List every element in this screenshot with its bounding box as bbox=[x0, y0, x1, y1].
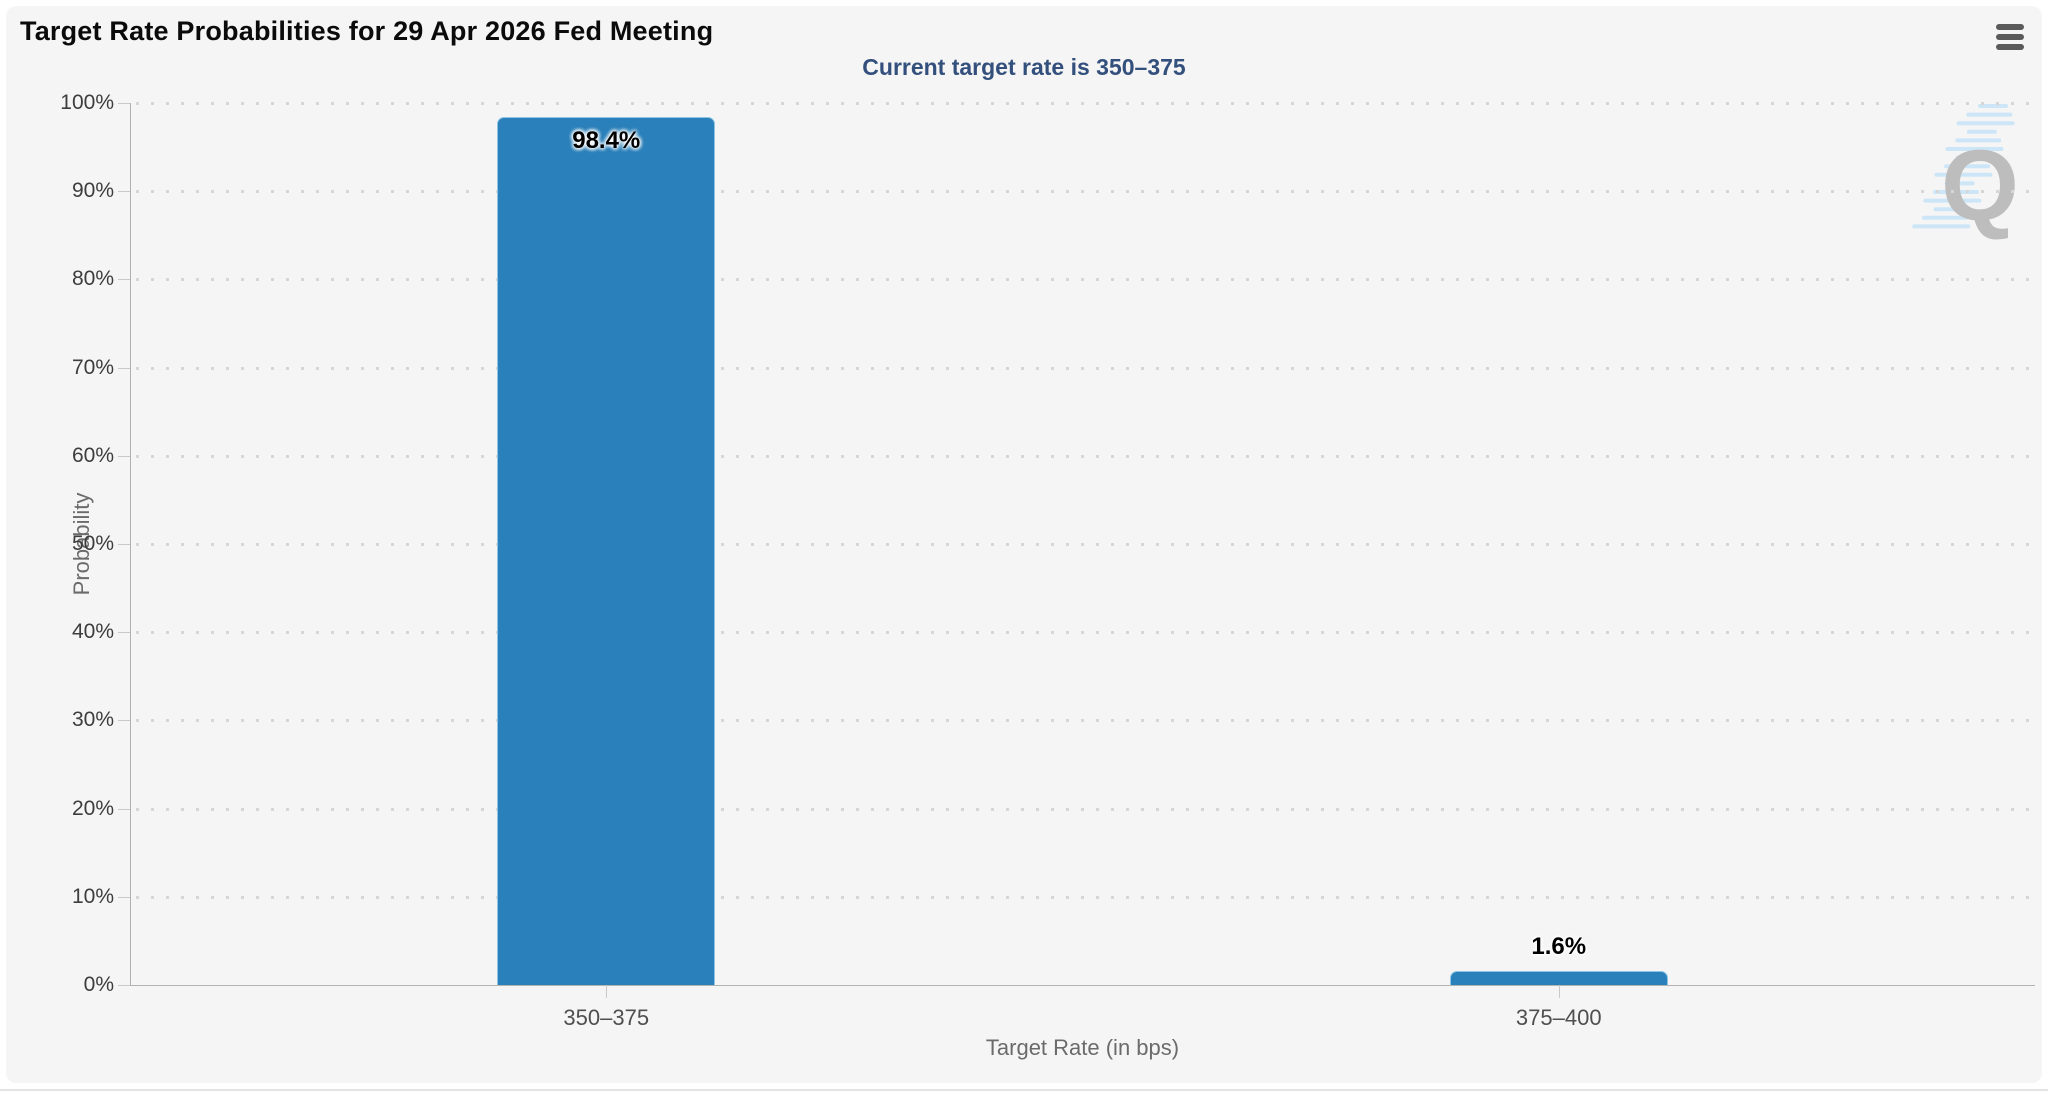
y-axis-line bbox=[130, 103, 131, 985]
hamburger-bar bbox=[1996, 44, 2024, 50]
gridline bbox=[136, 895, 2035, 899]
hamburger-bar bbox=[1996, 34, 2024, 40]
hamburger-bar bbox=[1996, 24, 2024, 30]
y-axis-tick bbox=[118, 808, 130, 810]
x-tick-label: 350–375 bbox=[563, 1005, 650, 1030]
y-tick-label: 10% bbox=[71, 884, 114, 908]
x-tick-label: 375–400 bbox=[1515, 1005, 1602, 1030]
gridline bbox=[136, 366, 2035, 370]
y-tick-label: 50% bbox=[71, 532, 114, 555]
plot-area: Probability Target Rate (in bps) 0% 10% 20… bbox=[60, 91, 2035, 1060]
gridline bbox=[136, 631, 2035, 635]
y-axis-tick bbox=[118, 367, 130, 369]
bar[interactable] bbox=[497, 117, 716, 985]
y-axis-tick bbox=[118, 632, 130, 634]
bar[interactable] bbox=[1449, 970, 1668, 985]
y-axis-tick bbox=[118, 896, 130, 898]
y-axis-tick bbox=[118, 455, 130, 457]
y-axis-tick bbox=[118, 103, 130, 104]
gridline bbox=[136, 102, 2035, 105]
gridline bbox=[136, 278, 2035, 282]
y-tick-label: 60% bbox=[71, 443, 114, 467]
y-tick-label: 20% bbox=[71, 796, 114, 820]
gridline bbox=[136, 543, 2035, 546]
y-axis-tick bbox=[118, 985, 130, 986]
y-tick-label: 90% bbox=[71, 179, 114, 203]
gridline bbox=[136, 719, 2035, 723]
x-axis-title: Target Rate (in bps) bbox=[985, 1035, 1180, 1060]
y-tick-label: 70% bbox=[71, 355, 114, 379]
y-tick-label: 30% bbox=[71, 708, 114, 732]
gridline bbox=[136, 190, 2035, 194]
y-tick-label: 0% bbox=[83, 973, 114, 996]
bottom-divider bbox=[0, 1089, 2048, 1091]
chart-subtitle: Current target rate is 350–375 bbox=[862, 54, 1186, 80]
y-axis-tick bbox=[118, 279, 130, 281]
bar-value-label: 98.4% bbox=[572, 127, 641, 155]
gridline bbox=[136, 807, 2035, 811]
chart-title: Target Rate Probabilities for 29 Apr 202… bbox=[20, 16, 714, 46]
gridline bbox=[136, 454, 2035, 458]
bar-value-label: 1.6% bbox=[1531, 932, 1587, 960]
x-axis-line bbox=[130, 985, 2035, 986]
y-axis-tick bbox=[118, 191, 130, 193]
x-axis-tick bbox=[1558, 985, 1560, 998]
y-tick-label: 100% bbox=[60, 91, 114, 114]
chart-card: Target Rate Probabilities for 29 Apr 202… bbox=[6, 6, 2042, 1083]
y-tick-label: 80% bbox=[71, 267, 114, 291]
hamburger-menu-icon[interactable] bbox=[1992, 20, 2028, 54]
y-axis-tick bbox=[118, 720, 130, 722]
y-axis-tick bbox=[118, 544, 130, 545]
y-tick-label: 40% bbox=[71, 620, 114, 644]
x-axis-tick bbox=[606, 985, 608, 998]
